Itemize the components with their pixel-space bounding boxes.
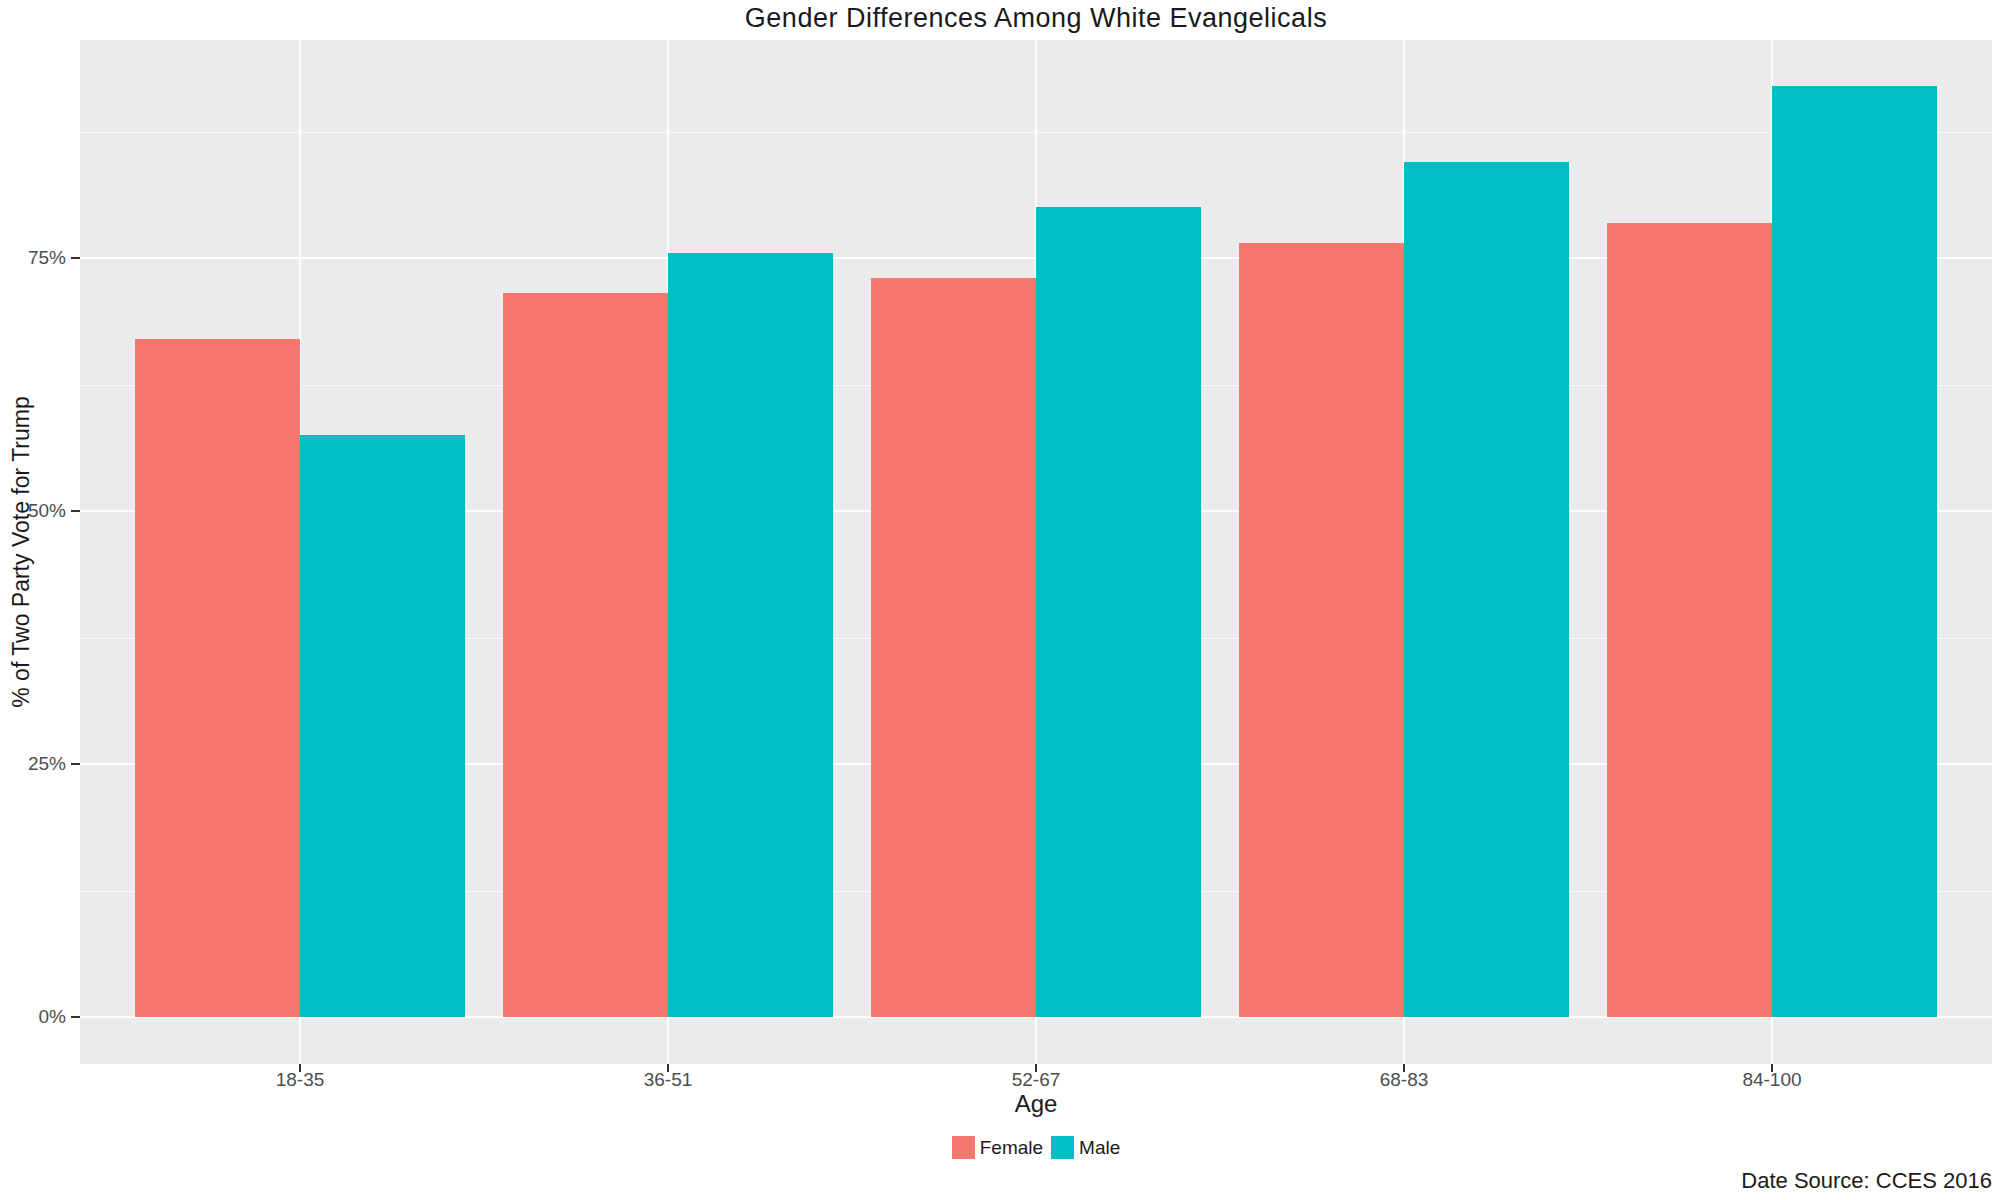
x-axis-title: Age [80, 1090, 1992, 1118]
chart-title: Gender Differences Among White Evangelic… [80, 3, 1992, 34]
bar-female-84-100 [1607, 223, 1772, 1017]
bar-male-84-100 [1772, 86, 1937, 1017]
legend-label-male: Male [1079, 1137, 1120, 1159]
plot-panel [80, 40, 1992, 1064]
y-tick-label: 0% [0, 1005, 66, 1029]
bar-male-52-67 [1036, 207, 1201, 1017]
bar-female-18-35 [135, 339, 300, 1017]
caption: Date Source: CCES 2016 [1741, 1168, 1992, 1194]
female-swatch-icon [952, 1136, 975, 1159]
bar-female-36-51 [503, 293, 668, 1017]
x-tick-label: 52-67 [956, 1069, 1116, 1091]
y-tick-label: 25% [0, 752, 66, 776]
legend: Female Male [80, 1136, 1992, 1159]
legend-label-female: Female [980, 1137, 1043, 1159]
x-tick-label: 84-100 [1692, 1069, 1852, 1091]
legend-item-female: Female [952, 1136, 1043, 1159]
legend-item-male: Male [1051, 1136, 1120, 1159]
y-tick-mark [71, 1016, 80, 1018]
y-tick-label: 50% [0, 499, 66, 523]
bar-female-52-67 [871, 278, 1036, 1017]
male-swatch-icon [1051, 1136, 1074, 1159]
x-tick-label: 18-35 [220, 1069, 380, 1091]
y-tick-label: 75% [0, 246, 66, 270]
y-tick-mark [71, 763, 80, 765]
bar-male-68-83 [1404, 162, 1569, 1017]
y-tick-mark [71, 257, 80, 259]
bar-male-18-35 [300, 435, 465, 1017]
x-tick-label: 68-83 [1324, 1069, 1484, 1091]
y-axis-title: % of Two Party Vote for Trump [8, 396, 35, 708]
x-tick-label: 36-51 [588, 1069, 748, 1091]
bar-female-68-83 [1239, 243, 1404, 1017]
y-tick-mark [71, 510, 80, 512]
figure: Gender Differences Among White Evangelic… [0, 0, 2000, 1200]
bar-male-36-51 [668, 253, 833, 1017]
